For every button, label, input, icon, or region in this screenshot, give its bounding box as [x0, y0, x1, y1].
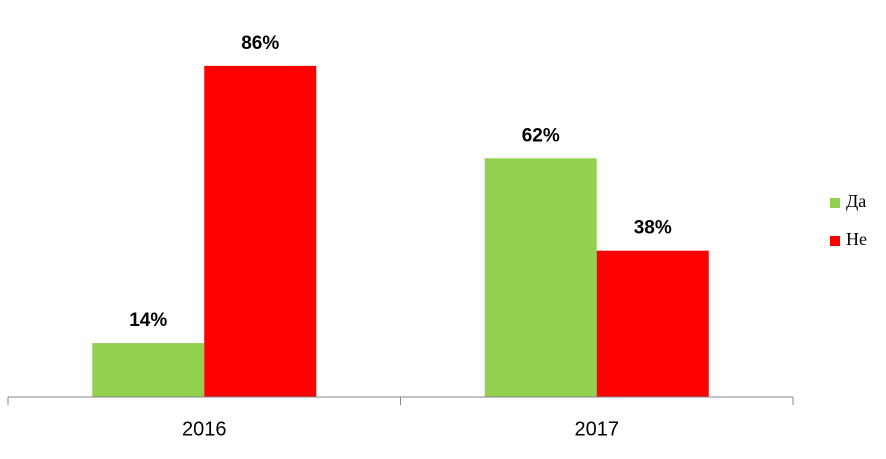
bar — [204, 65, 317, 398]
bar — [596, 250, 709, 397]
x-tick-label: 2016 — [182, 418, 227, 440]
bar — [92, 343, 205, 397]
data-label: 14% — [129, 310, 167, 331]
data-label: 38% — [634, 218, 672, 239]
legend-label: Не — [846, 229, 867, 249]
x-tick-label: 2017 — [575, 418, 620, 440]
bar — [484, 158, 597, 397]
data-label: 62% — [522, 125, 560, 146]
legend-swatch — [830, 236, 840, 246]
legend-swatch — [830, 198, 840, 208]
data-label: 86% — [241, 33, 279, 54]
legend-label: Да — [846, 191, 866, 211]
